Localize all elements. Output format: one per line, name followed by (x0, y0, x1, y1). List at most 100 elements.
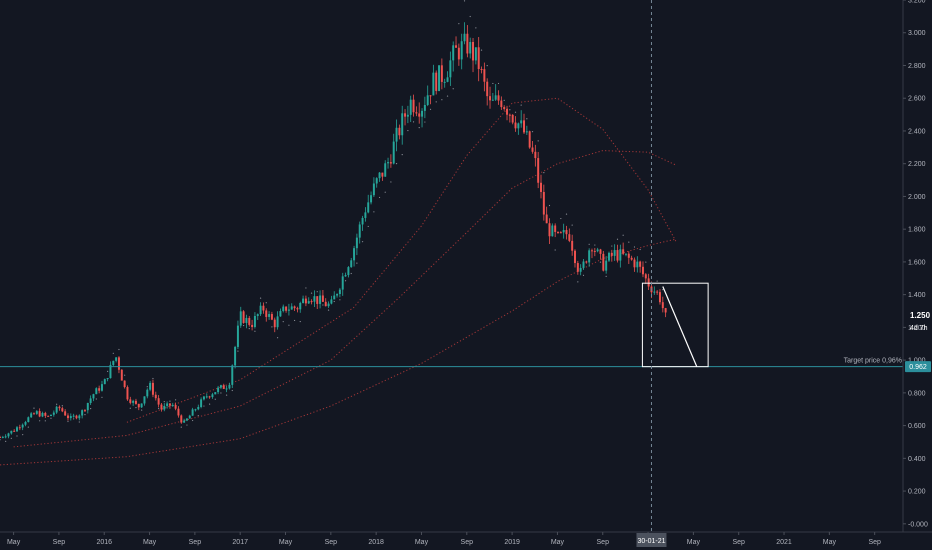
price-tick-label: 1.200 (908, 325, 926, 332)
sar-dot (531, 131, 534, 133)
sar-dot (33, 407, 35, 409)
candle (248, 316, 251, 327)
candle (72, 413, 75, 418)
sar-dot (526, 118, 528, 120)
sar-dot (180, 426, 182, 428)
candle (188, 414, 191, 419)
projection-rectangle[interactable] (641, 282, 709, 368)
candle (81, 409, 84, 419)
candle (13, 429, 16, 432)
sar-dot (141, 409, 143, 411)
sar-dot (605, 275, 607, 277)
candle (242, 310, 245, 324)
sar-dot (390, 181, 392, 183)
candle (452, 41, 455, 72)
time-tick-label: Sep (325, 539, 338, 546)
candle (525, 125, 528, 135)
candles (0, 22, 667, 439)
candle (157, 395, 160, 408)
candle (27, 416, 30, 423)
candle (389, 154, 392, 168)
sar-dot (656, 280, 658, 282)
sar-dot (90, 408, 92, 410)
sar-dot (107, 370, 109, 372)
price-axis[interactable]: 3.200 3.000 2.800 2.600 2.400 2.200 2.000 1.800… (903, 0, 928, 528)
target-price-badge-text: 0.962 (909, 364, 927, 371)
candle (234, 345, 237, 369)
candle (514, 116, 517, 132)
sar-dot (288, 324, 290, 326)
candle (174, 402, 177, 411)
candle (222, 383, 225, 390)
candle (664, 307, 667, 318)
candle (658, 289, 661, 305)
candle (253, 312, 256, 329)
candle (333, 291, 336, 300)
time-tick-label: May (415, 539, 429, 546)
time-axis[interactable]: May Sep 2016 May Sep 2017 May Sep 2018 May Sep 2019… (7, 532, 881, 546)
candle (616, 244, 619, 263)
sar-dot (293, 319, 296, 322)
candle (327, 301, 330, 308)
target-price-label: Target price 0,96% (844, 358, 902, 365)
candle (98, 385, 101, 394)
candle (49, 414, 52, 417)
time-tick-label: Sep (597, 539, 610, 546)
candle (149, 380, 152, 392)
candle (477, 37, 480, 82)
sar-dot (384, 191, 386, 193)
candle (531, 140, 534, 154)
candle (395, 119, 398, 152)
candle (183, 418, 186, 423)
sar-dot (441, 99, 443, 101)
sar-dot (56, 403, 58, 405)
sar-dot (412, 121, 415, 123)
candle (313, 290, 316, 307)
candle (143, 396, 146, 406)
sar-dot (231, 389, 233, 392)
candle (211, 392, 214, 399)
sar-dot (446, 95, 449, 97)
candle (613, 244, 616, 261)
sar-dot (112, 352, 114, 354)
sar-dot (101, 396, 103, 398)
candle (321, 290, 324, 302)
sar-dot (158, 407, 160, 410)
sar-dot (537, 140, 539, 142)
candle (16, 425, 18, 432)
candle (568, 228, 571, 243)
sar-dot (367, 225, 369, 228)
time-tick-label: May (823, 539, 837, 546)
candle (245, 314, 248, 329)
sar-dot (254, 330, 256, 332)
candle (83, 409, 86, 413)
moving-averages (0, 97, 677, 466)
candle (503, 105, 506, 111)
candle (353, 245, 356, 267)
projection-line[interactable] (662, 286, 698, 367)
price-tick-label: 2.800 (908, 63, 926, 70)
bar-countdown: 4d 7h (910, 325, 928, 332)
candle (593, 247, 596, 257)
time-tick-label: May (279, 539, 293, 546)
candle (619, 244, 622, 268)
crosshair-date-label: 30-01-21 (636, 533, 667, 547)
candle (290, 303, 293, 310)
candle (109, 361, 112, 379)
time-tick-label: May (143, 539, 157, 546)
sar-dot (565, 213, 568, 215)
candle (557, 231, 559, 234)
candle (426, 85, 429, 107)
candle (202, 395, 205, 401)
crosshair-date-text: 30-01-21 (637, 538, 665, 545)
price-tick-label: 1.000 (908, 358, 926, 365)
candle (367, 194, 370, 214)
sar-dot (469, 15, 471, 18)
candle (588, 248, 591, 267)
candle (554, 223, 557, 238)
candle (483, 62, 486, 92)
candle (511, 114, 514, 125)
